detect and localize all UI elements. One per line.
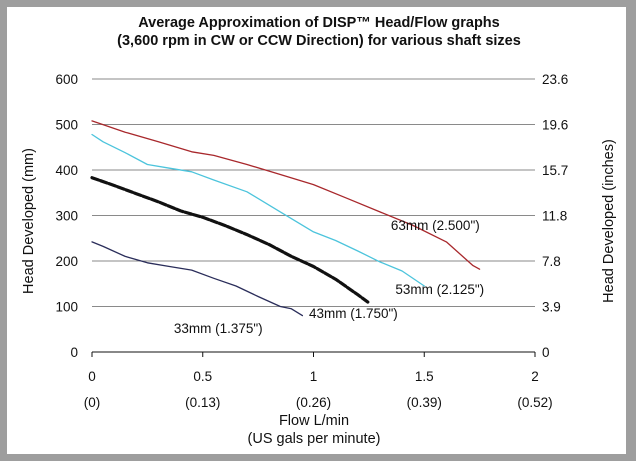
- series-label-2: 43mm (1.750"): [309, 306, 398, 321]
- x-tick-label-1: 0.5: [193, 369, 212, 384]
- y-tick-right-6: 23.6: [542, 72, 568, 87]
- x-tick-label-3: 1.5: [415, 369, 434, 384]
- y-tick-left-0: 0: [70, 345, 78, 360]
- y-tick-left-5: 500: [55, 118, 78, 133]
- y-axis-label-right: Head Developed (inches): [601, 139, 617, 303]
- x-tick-sublabel-1: (0.13): [185, 395, 220, 410]
- chart-frame: 0 0 100 3.9 200 7.8 300 11.8 400 15.7 500 19.6 600 23…: [7, 7, 626, 454]
- chart-subtitle: (3,600 rpm in CW or CCW Direction) for v…: [117, 33, 521, 49]
- y-tick-left-2: 200: [55, 254, 78, 269]
- series-label-3: 33mm (1.375"): [174, 321, 263, 336]
- grid-lines: [92, 78, 535, 307]
- x-tick-sublabel-4: (0.52): [517, 395, 552, 410]
- y-tick-right-4: 15.7: [542, 163, 568, 178]
- y-tick-left-3: 300: [55, 209, 78, 224]
- y-tick-right-5: 19.6: [542, 118, 568, 133]
- y-tick-left-1: 100: [55, 300, 78, 315]
- chart-title: Average Approximation of DISP™ Head/Flow…: [138, 15, 499, 31]
- y-tick-right-3: 11.8: [542, 209, 567, 224]
- series-label-0: 63mm (2.500"): [391, 218, 480, 233]
- series-layer: [90, 120, 481, 317]
- series-line-1: [91, 133, 425, 287]
- series-labels: 63mm (2.500") 53mm (2.125") 43mm (1.750") 3…: [174, 218, 484, 336]
- x-tick-sublabel-0: (0): [84, 395, 101, 410]
- y-tick-right-2: 7.8: [542, 254, 561, 269]
- series-label-1: 53mm (2.125"): [395, 282, 484, 297]
- series-line-0: [91, 120, 481, 270]
- y-tick-left-4: 400: [55, 163, 78, 178]
- series-line-2: [90, 176, 371, 305]
- y-tick-left-6: 600: [55, 72, 78, 87]
- series-line-3: [91, 241, 304, 317]
- x-tick-sublabel-3: (0.39): [407, 395, 442, 410]
- x-tick-label-2: 1: [310, 369, 318, 384]
- x-tick-label-0: 0: [88, 369, 96, 384]
- y-tick-right-1: 3.9: [542, 300, 561, 315]
- y-tick-right-0: 0: [542, 345, 550, 360]
- x-tick-sublabel-2: (0.26): [296, 395, 331, 410]
- x-axis-label: Flow L/min: [279, 413, 349, 429]
- x-axis-sublabel: (US gals per minute): [248, 431, 381, 447]
- x-tick-label-4: 2: [531, 369, 539, 384]
- y-axis-label-left: Head Developed (mm): [21, 148, 37, 294]
- axes: [91, 351, 536, 357]
